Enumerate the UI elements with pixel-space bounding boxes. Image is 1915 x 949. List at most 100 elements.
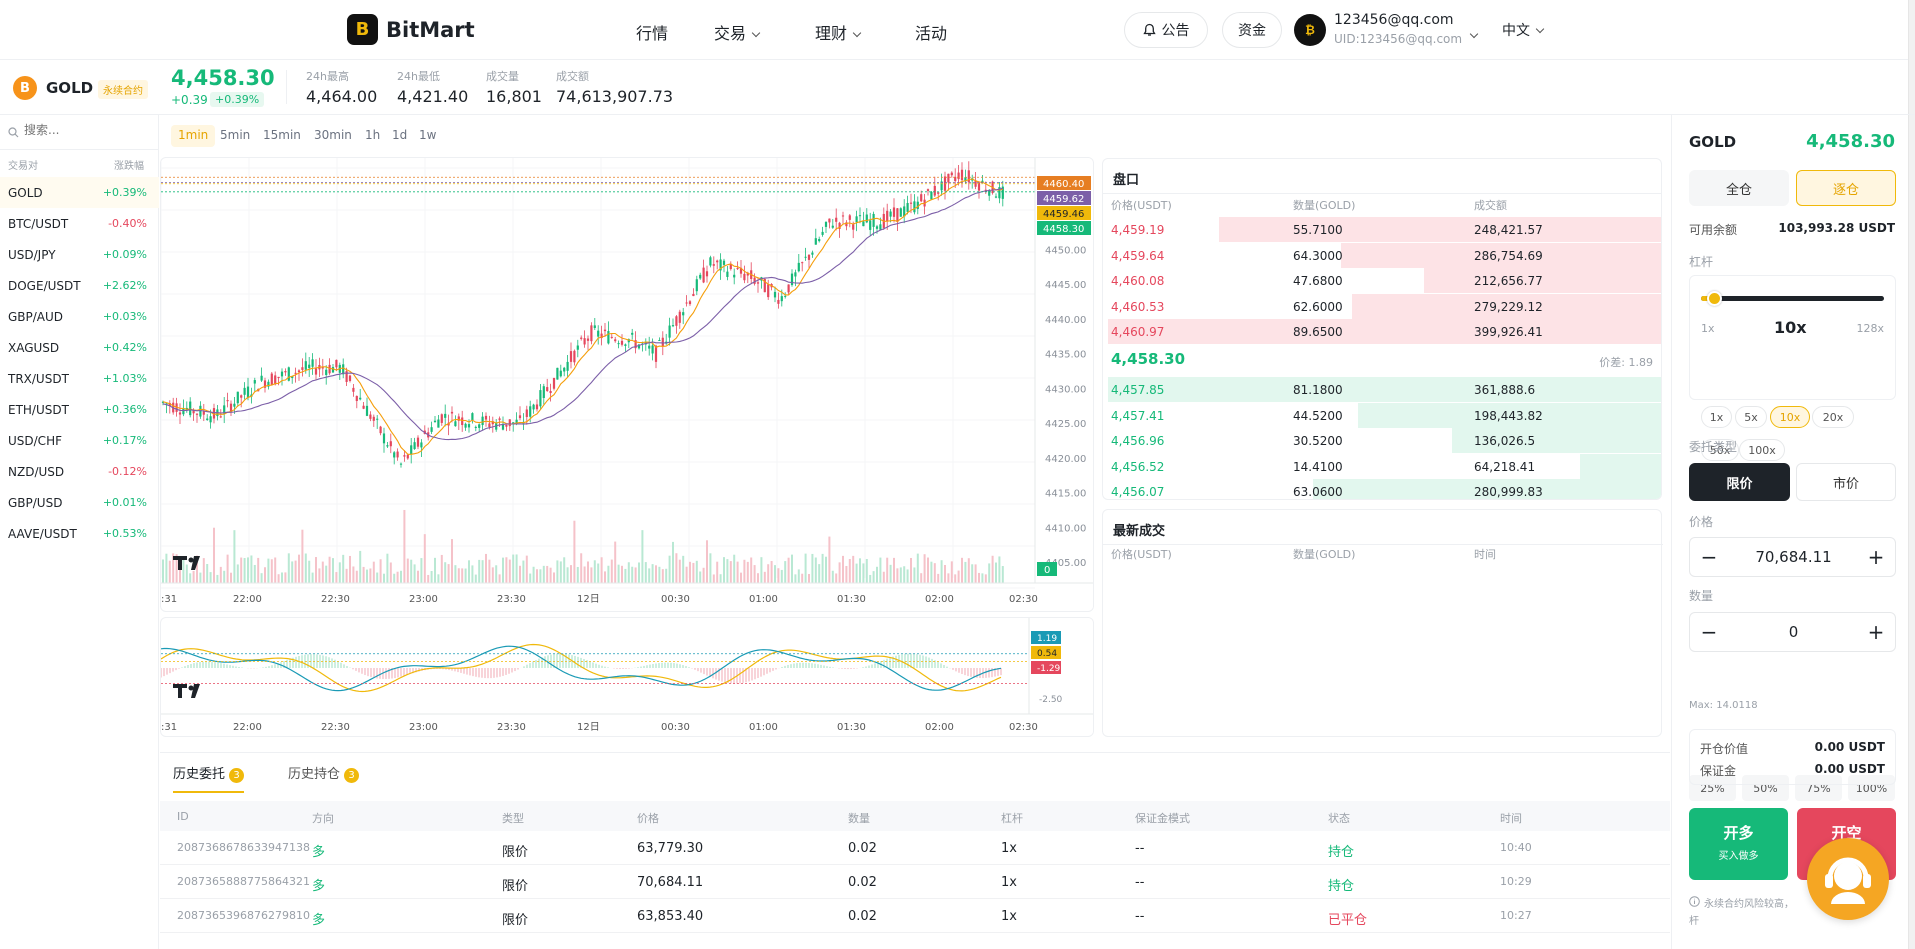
leverage-slider-track[interactable] — [1701, 296, 1884, 301]
pair-row[interactable]: GBP/AUD +0.03% — [0, 301, 159, 332]
ticker-symbol[interactable]: GOLD — [46, 79, 94, 97]
nav-activities[interactable]: 活动 — [915, 24, 948, 43]
volume-bar — [471, 565, 474, 583]
leverage-option-5x[interactable]: 5x — [1735, 406, 1767, 428]
pair-row[interactable]: TRX/USDT +1.03% — [0, 363, 159, 394]
pair-search[interactable] — [0, 115, 158, 150]
bid-total: 361,888.6 — [1474, 383, 1536, 397]
volume-bar — [927, 557, 929, 583]
pair-search-input[interactable] — [24, 123, 144, 137]
ask-row[interactable]: 4,459.19 55.7100 248,421.57 — [1103, 217, 1661, 242]
ask-row[interactable]: 4,460.53 62.6000 279,229.12 — [1103, 293, 1661, 319]
nav-earn[interactable]: 理财 — [815, 20, 862, 44]
bid-row[interactable]: 4,457.85 81.1800 361,888.6 — [1103, 377, 1661, 402]
funds-button[interactable]: 资金 — [1222, 12, 1282, 48]
macd-chart[interactable]: 2.50-2.501.190.54-1.29:3122:0022:3023:00… — [160, 617, 1094, 737]
ask-row[interactable]: 4,460.08 47.6800 212,656.77 — [1103, 268, 1661, 293]
pair-row[interactable]: XAGUSD +0.42% — [0, 332, 159, 363]
open-long-button[interactable]: 开多 买入做多 — [1689, 808, 1788, 880]
ask-row[interactable]: 4,459.64 64.3000 286,754.69 — [1103, 242, 1661, 268]
macd-chart-svg[interactable]: 2.50-2.501.190.54-1.29:3122:0022:3023:00… — [161, 618, 1094, 737]
avatar[interactable]: ₿ — [1294, 14, 1326, 46]
volume-bar — [267, 558, 270, 583]
qty-stepper[interactable]: − 0 + — [1689, 612, 1896, 652]
candlestick-chart[interactable]: 4455.004450.004445.004440.004435.004430.… — [160, 157, 1094, 612]
margin-isolated-button[interactable]: 逐仓 — [1796, 170, 1896, 206]
nav-markets[interactable]: 行情 — [636, 24, 669, 43]
leverage-slider-thumb[interactable] — [1706, 291, 1722, 306]
candle-body — [722, 260, 726, 265]
pair-row[interactable]: DOGE/USDT +2.62% — [0, 270, 159, 301]
qty-100-button[interactable]: 100% — [1848, 775, 1895, 801]
tab-position-history[interactable]: 历史持仓 3 — [288, 763, 360, 793]
pair-row[interactable]: GBP/USD +0.01% — [0, 487, 159, 518]
page-scrollbar[interactable] — [1908, 0, 1915, 949]
pair-row[interactable]: ETH/USDT +0.36% — [0, 394, 159, 425]
stat-low-value: 4,421.40 — [397, 87, 469, 106]
candle-body — [301, 367, 304, 370]
candle-body — [709, 257, 712, 266]
timeframe-1w[interactable]: 1w — [419, 128, 437, 142]
pair-row[interactable]: AAVE/USDT +0.53% — [0, 518, 159, 549]
timeframe-15min[interactable]: 15min — [263, 128, 301, 142]
volume-bar — [804, 553, 807, 583]
candle-body — [263, 380, 267, 388]
price-decrease-button[interactable]: − — [1700, 545, 1718, 569]
language-selector[interactable]: 中文 — [1502, 20, 1545, 40]
leverage-option-10x[interactable]: 10x — [1770, 406, 1810, 428]
trades-title: 最新成交 — [1113, 524, 1166, 539]
volume-bar — [287, 553, 290, 583]
timeframe-1h[interactable]: 1h — [365, 128, 381, 142]
volume-bar — [865, 558, 868, 583]
bid-row[interactable]: 4,456.52 14.4100 64,218.41 — [1103, 453, 1661, 479]
time-tick: :31 — [161, 594, 177, 605]
price-input[interactable]: 70,684.11 — [1755, 548, 1832, 566]
history-margin: -- — [1135, 909, 1145, 924]
price-increase-button[interactable]: + — [1867, 545, 1885, 569]
pair-row[interactable]: GOLD +0.39% — [0, 177, 159, 208]
stat-volume-label: 成交量 — [486, 70, 519, 83]
pair-row[interactable]: USD/JPY +0.09% — [0, 239, 159, 270]
leverage-option-20x[interactable]: 20x — [1812, 406, 1854, 428]
pair-row[interactable]: USD/CHF +0.17% — [0, 425, 159, 456]
pair-name: BTC/USDT — [8, 216, 69, 231]
bid-row[interactable]: 4,456.07 63.0600 280,999.83 — [1103, 479, 1661, 499]
leverage-option-50x[interactable]: 50x — [1701, 439, 1739, 461]
margin-cross-button[interactable]: 全仓 — [1689, 170, 1789, 206]
volume-bar — [896, 568, 899, 583]
pair-row[interactable]: NZD/USD -0.12% — [0, 456, 159, 487]
timeframe-5min[interactable]: 5min — [220, 128, 251, 142]
price-stepper[interactable]: − 70,684.11 + — [1689, 537, 1896, 577]
pair-row[interactable]: BTC/USDT -0.40% — [0, 208, 159, 239]
customer-support-button[interactable] — [1807, 838, 1889, 920]
announcement-button[interactable]: 公告 — [1124, 12, 1208, 48]
timeframe-1min[interactable]: 1min — [171, 125, 216, 147]
limit-order-button[interactable]: 限价 — [1689, 463, 1790, 501]
ask-row[interactable]: 4,460.97 89.6500 399,926.41 — [1103, 319, 1661, 344]
history-col-header: 杠杆 — [1001, 812, 1023, 825]
bid-row[interactable]: 4,457.41 44.5200 198,443.82 — [1103, 402, 1661, 428]
timeframe-1d[interactable]: 1d — [392, 128, 408, 142]
leverage-option-100x[interactable]: 100x — [1739, 439, 1785, 461]
market-order-button[interactable]: 市价 — [1796, 463, 1896, 501]
volume-bar — [355, 570, 358, 583]
qty-input[interactable]: 0 — [1788, 623, 1799, 641]
history-row[interactable]: 2087365888775864321 多 限价 70,684.11 0.02 1x -- 持… — [160, 865, 1670, 899]
bid-price: 4,457.41 — [1111, 408, 1165, 423]
brand-logo[interactable]: B BitMart — [347, 14, 475, 45]
account-chevron-down-icon[interactable] — [1469, 29, 1479, 39]
history-row[interactable]: 2087365396876279810 多 限价 63,853.40 0.02 1x -- 已… — [160, 899, 1670, 933]
nav-trade[interactable]: 交易 — [714, 20, 761, 44]
volume-bar — [481, 560, 484, 583]
timeframe-30min[interactable]: 30min — [314, 128, 352, 142]
qty-decrease-button[interactable]: − — [1700, 620, 1718, 644]
leverage-option-1x[interactable]: 1x — [1701, 406, 1732, 428]
user-email[interactable]: 123456@qq.com — [1334, 12, 1454, 28]
macd-time-tick: 23:00 — [409, 722, 438, 733]
time-tick: 12日 — [577, 594, 600, 605]
tab-order-history[interactable]: 历史委托 3 — [173, 763, 245, 793]
qty-increase-button[interactable]: + — [1867, 620, 1885, 644]
bid-row[interactable]: 4,456.96 30.5200 136,026.5 — [1103, 428, 1661, 453]
history-row[interactable]: 2087368678633947138 多 限价 63,779.30 0.02 1x -- 持… — [160, 831, 1670, 865]
price-chart-svg[interactable]: 4455.004450.004445.004440.004435.004430.… — [161, 158, 1094, 612]
